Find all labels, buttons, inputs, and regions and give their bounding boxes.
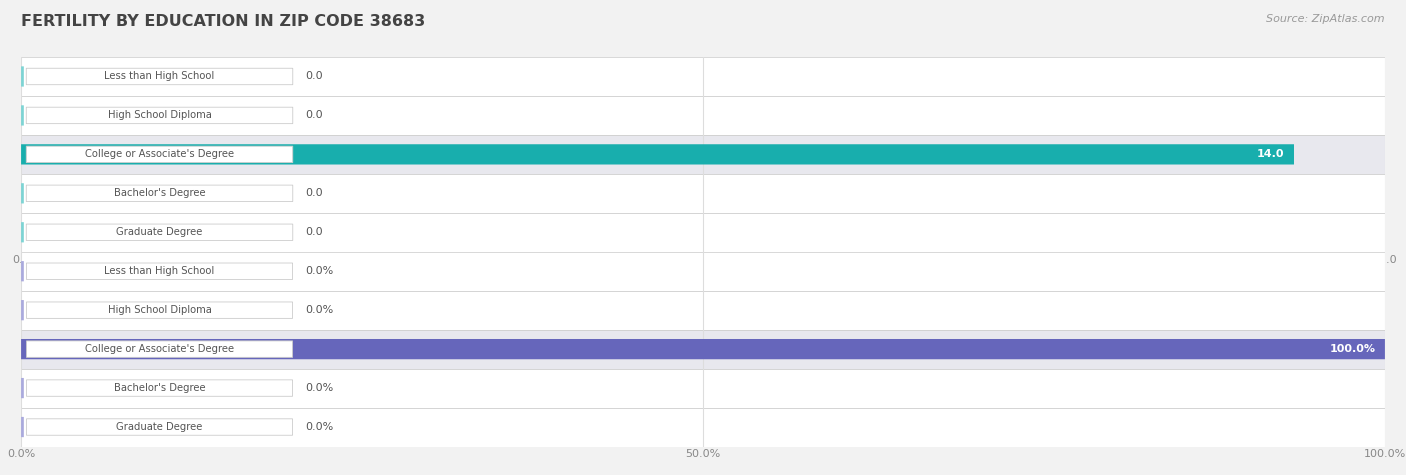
- Text: College or Associate's Degree: College or Associate's Degree: [84, 149, 233, 160]
- FancyBboxPatch shape: [27, 341, 292, 357]
- Bar: [21, 174, 1385, 213]
- Text: Source: ZipAtlas.com: Source: ZipAtlas.com: [1267, 14, 1385, 24]
- Text: Graduate Degree: Graduate Degree: [117, 422, 202, 432]
- Bar: [21, 96, 1385, 135]
- Text: Bachelor's Degree: Bachelor's Degree: [114, 383, 205, 393]
- Text: 0.0: 0.0: [305, 110, 322, 121]
- FancyBboxPatch shape: [27, 185, 292, 201]
- Text: FERTILITY BY EDUCATION IN ZIP CODE 38683: FERTILITY BY EDUCATION IN ZIP CODE 38683: [21, 14, 426, 29]
- Bar: [21, 135, 1385, 174]
- Bar: [21, 408, 1385, 446]
- FancyBboxPatch shape: [27, 419, 292, 435]
- FancyBboxPatch shape: [21, 183, 24, 203]
- Text: 0.0: 0.0: [305, 227, 322, 238]
- FancyBboxPatch shape: [21, 417, 24, 437]
- Text: 100.0%: 100.0%: [1329, 344, 1375, 354]
- Text: Graduate Degree: Graduate Degree: [117, 227, 202, 238]
- FancyBboxPatch shape: [27, 107, 292, 124]
- Text: 0.0%: 0.0%: [305, 305, 333, 315]
- FancyBboxPatch shape: [21, 222, 24, 242]
- Text: Bachelor's Degree: Bachelor's Degree: [114, 188, 205, 199]
- FancyBboxPatch shape: [21, 105, 24, 125]
- Bar: [21, 213, 1385, 252]
- FancyBboxPatch shape: [27, 263, 292, 279]
- Bar: [21, 369, 1385, 408]
- FancyBboxPatch shape: [27, 68, 292, 85]
- Text: High School Diploma: High School Diploma: [108, 110, 211, 121]
- FancyBboxPatch shape: [27, 146, 292, 162]
- Text: 0.0%: 0.0%: [305, 383, 333, 393]
- Text: 14.0: 14.0: [1257, 149, 1285, 160]
- Text: Less than High School: Less than High School: [104, 266, 215, 276]
- FancyBboxPatch shape: [21, 261, 24, 281]
- Text: College or Associate's Degree: College or Associate's Degree: [84, 344, 233, 354]
- Text: 0.0: 0.0: [305, 71, 322, 82]
- Text: 0.0%: 0.0%: [305, 266, 333, 276]
- Text: 0.0: 0.0: [305, 188, 322, 199]
- FancyBboxPatch shape: [21, 339, 1385, 359]
- Bar: [21, 330, 1385, 369]
- Bar: [21, 252, 1385, 291]
- Bar: [21, 57, 1385, 96]
- FancyBboxPatch shape: [27, 380, 292, 396]
- Bar: [21, 291, 1385, 330]
- FancyBboxPatch shape: [21, 300, 24, 320]
- FancyBboxPatch shape: [21, 66, 24, 86]
- FancyBboxPatch shape: [27, 224, 292, 240]
- Text: High School Diploma: High School Diploma: [108, 305, 211, 315]
- Text: 0.0%: 0.0%: [305, 422, 333, 432]
- FancyBboxPatch shape: [21, 378, 24, 398]
- Text: Less than High School: Less than High School: [104, 71, 215, 82]
- FancyBboxPatch shape: [21, 144, 1294, 164]
- FancyBboxPatch shape: [27, 302, 292, 318]
